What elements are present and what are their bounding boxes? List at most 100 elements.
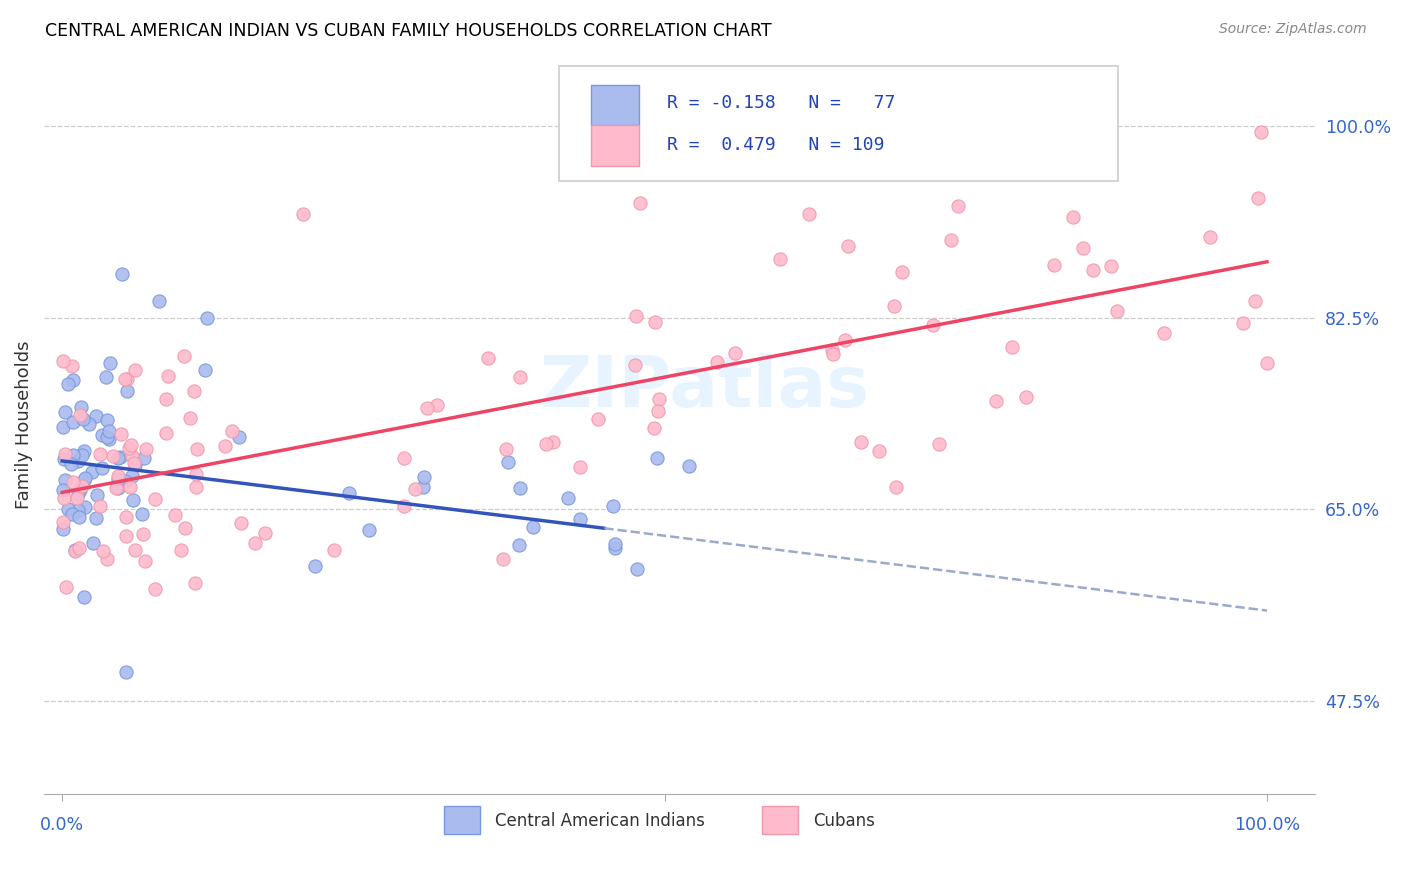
Point — [416, 401, 439, 415]
Point — [1043, 258, 1066, 272]
Text: Cubans: Cubans — [813, 813, 875, 830]
Point — [645, 450, 668, 465]
Point — [184, 480, 207, 494]
Point — [52, 419, 75, 434]
Text: CENTRAL AMERICAN INDIAN VS CUBAN FAMILY HOUSEHOLDS CORRELATION CHART: CENTRAL AMERICAN INDIAN VS CUBAN FAMILY … — [45, 22, 772, 40]
Point — [89, 447, 111, 461]
Point — [1246, 191, 1268, 205]
FancyBboxPatch shape — [444, 805, 479, 834]
Point — [184, 575, 207, 590]
Point — [72, 448, 94, 462]
Point — [508, 537, 530, 551]
Point — [253, 526, 276, 541]
Point — [52, 515, 75, 529]
Point — [118, 441, 141, 455]
Point — [82, 465, 104, 479]
Point — [1232, 316, 1254, 330]
Point — [94, 369, 117, 384]
Point — [477, 351, 499, 366]
Point — [323, 542, 346, 557]
Point — [179, 411, 201, 425]
Point — [89, 499, 111, 513]
Point — [886, 480, 908, 494]
Point — [231, 516, 253, 531]
Point — [173, 349, 195, 363]
Point — [98, 356, 121, 370]
Point — [96, 430, 118, 444]
Point — [66, 503, 89, 517]
Point — [96, 413, 118, 427]
Point — [60, 507, 83, 521]
Point — [122, 456, 145, 470]
Point — [834, 333, 856, 347]
Point — [62, 475, 84, 489]
Point — [70, 479, 93, 493]
Point — [69, 483, 91, 498]
Text: R =  0.479   N = 109: R = 0.479 N = 109 — [666, 136, 884, 154]
Point — [1153, 326, 1175, 340]
Point — [62, 448, 84, 462]
Point — [890, 265, 912, 279]
Text: R = -0.158   N =   77: R = -0.158 N = 77 — [666, 95, 896, 112]
Point — [145, 491, 167, 506]
Point — [214, 439, 236, 453]
FancyBboxPatch shape — [591, 85, 638, 126]
FancyBboxPatch shape — [558, 66, 1118, 181]
Point — [946, 199, 969, 213]
Point — [120, 480, 142, 494]
Point — [67, 541, 90, 556]
Point — [723, 346, 745, 360]
Point — [124, 543, 146, 558]
Point — [522, 520, 544, 534]
Point — [245, 536, 267, 550]
Point — [586, 411, 609, 425]
Point — [108, 450, 131, 464]
Point — [122, 492, 145, 507]
Point — [630, 195, 652, 210]
Point — [605, 537, 627, 551]
Point — [626, 562, 648, 576]
Point — [148, 294, 170, 309]
Point — [114, 475, 136, 489]
Point — [52, 491, 75, 506]
Point — [53, 405, 76, 419]
Point — [928, 436, 950, 450]
Point — [706, 355, 728, 369]
Y-axis label: Family Households: Family Households — [15, 341, 32, 508]
Point — [73, 444, 96, 458]
Point — [648, 392, 671, 407]
Point — [69, 409, 91, 423]
Point — [98, 432, 121, 446]
Point — [221, 424, 243, 438]
Point — [124, 458, 146, 473]
Point — [509, 370, 531, 384]
Point — [53, 473, 76, 487]
Point — [534, 437, 557, 451]
Point — [837, 238, 859, 252]
Point — [62, 373, 84, 387]
Point — [67, 510, 90, 524]
Point — [132, 527, 155, 541]
Point — [183, 384, 205, 398]
Point — [797, 207, 820, 221]
Point — [869, 444, 891, 458]
Point — [96, 552, 118, 566]
Point — [110, 427, 132, 442]
Point — [605, 541, 627, 555]
Point — [60, 457, 83, 471]
Point — [115, 372, 138, 386]
Text: Source: ZipAtlas.com: Source: ZipAtlas.com — [1219, 22, 1367, 37]
Point — [1071, 241, 1094, 255]
Point — [984, 393, 1007, 408]
Point — [66, 454, 89, 468]
Point — [52, 483, 75, 497]
Point — [557, 491, 579, 506]
Point — [647, 403, 669, 417]
Point — [91, 428, 114, 442]
Point — [352, 804, 374, 818]
Point — [644, 315, 666, 329]
Point — [194, 363, 217, 377]
Point — [1062, 210, 1084, 224]
Point — [155, 392, 177, 406]
Point — [267, 797, 290, 812]
